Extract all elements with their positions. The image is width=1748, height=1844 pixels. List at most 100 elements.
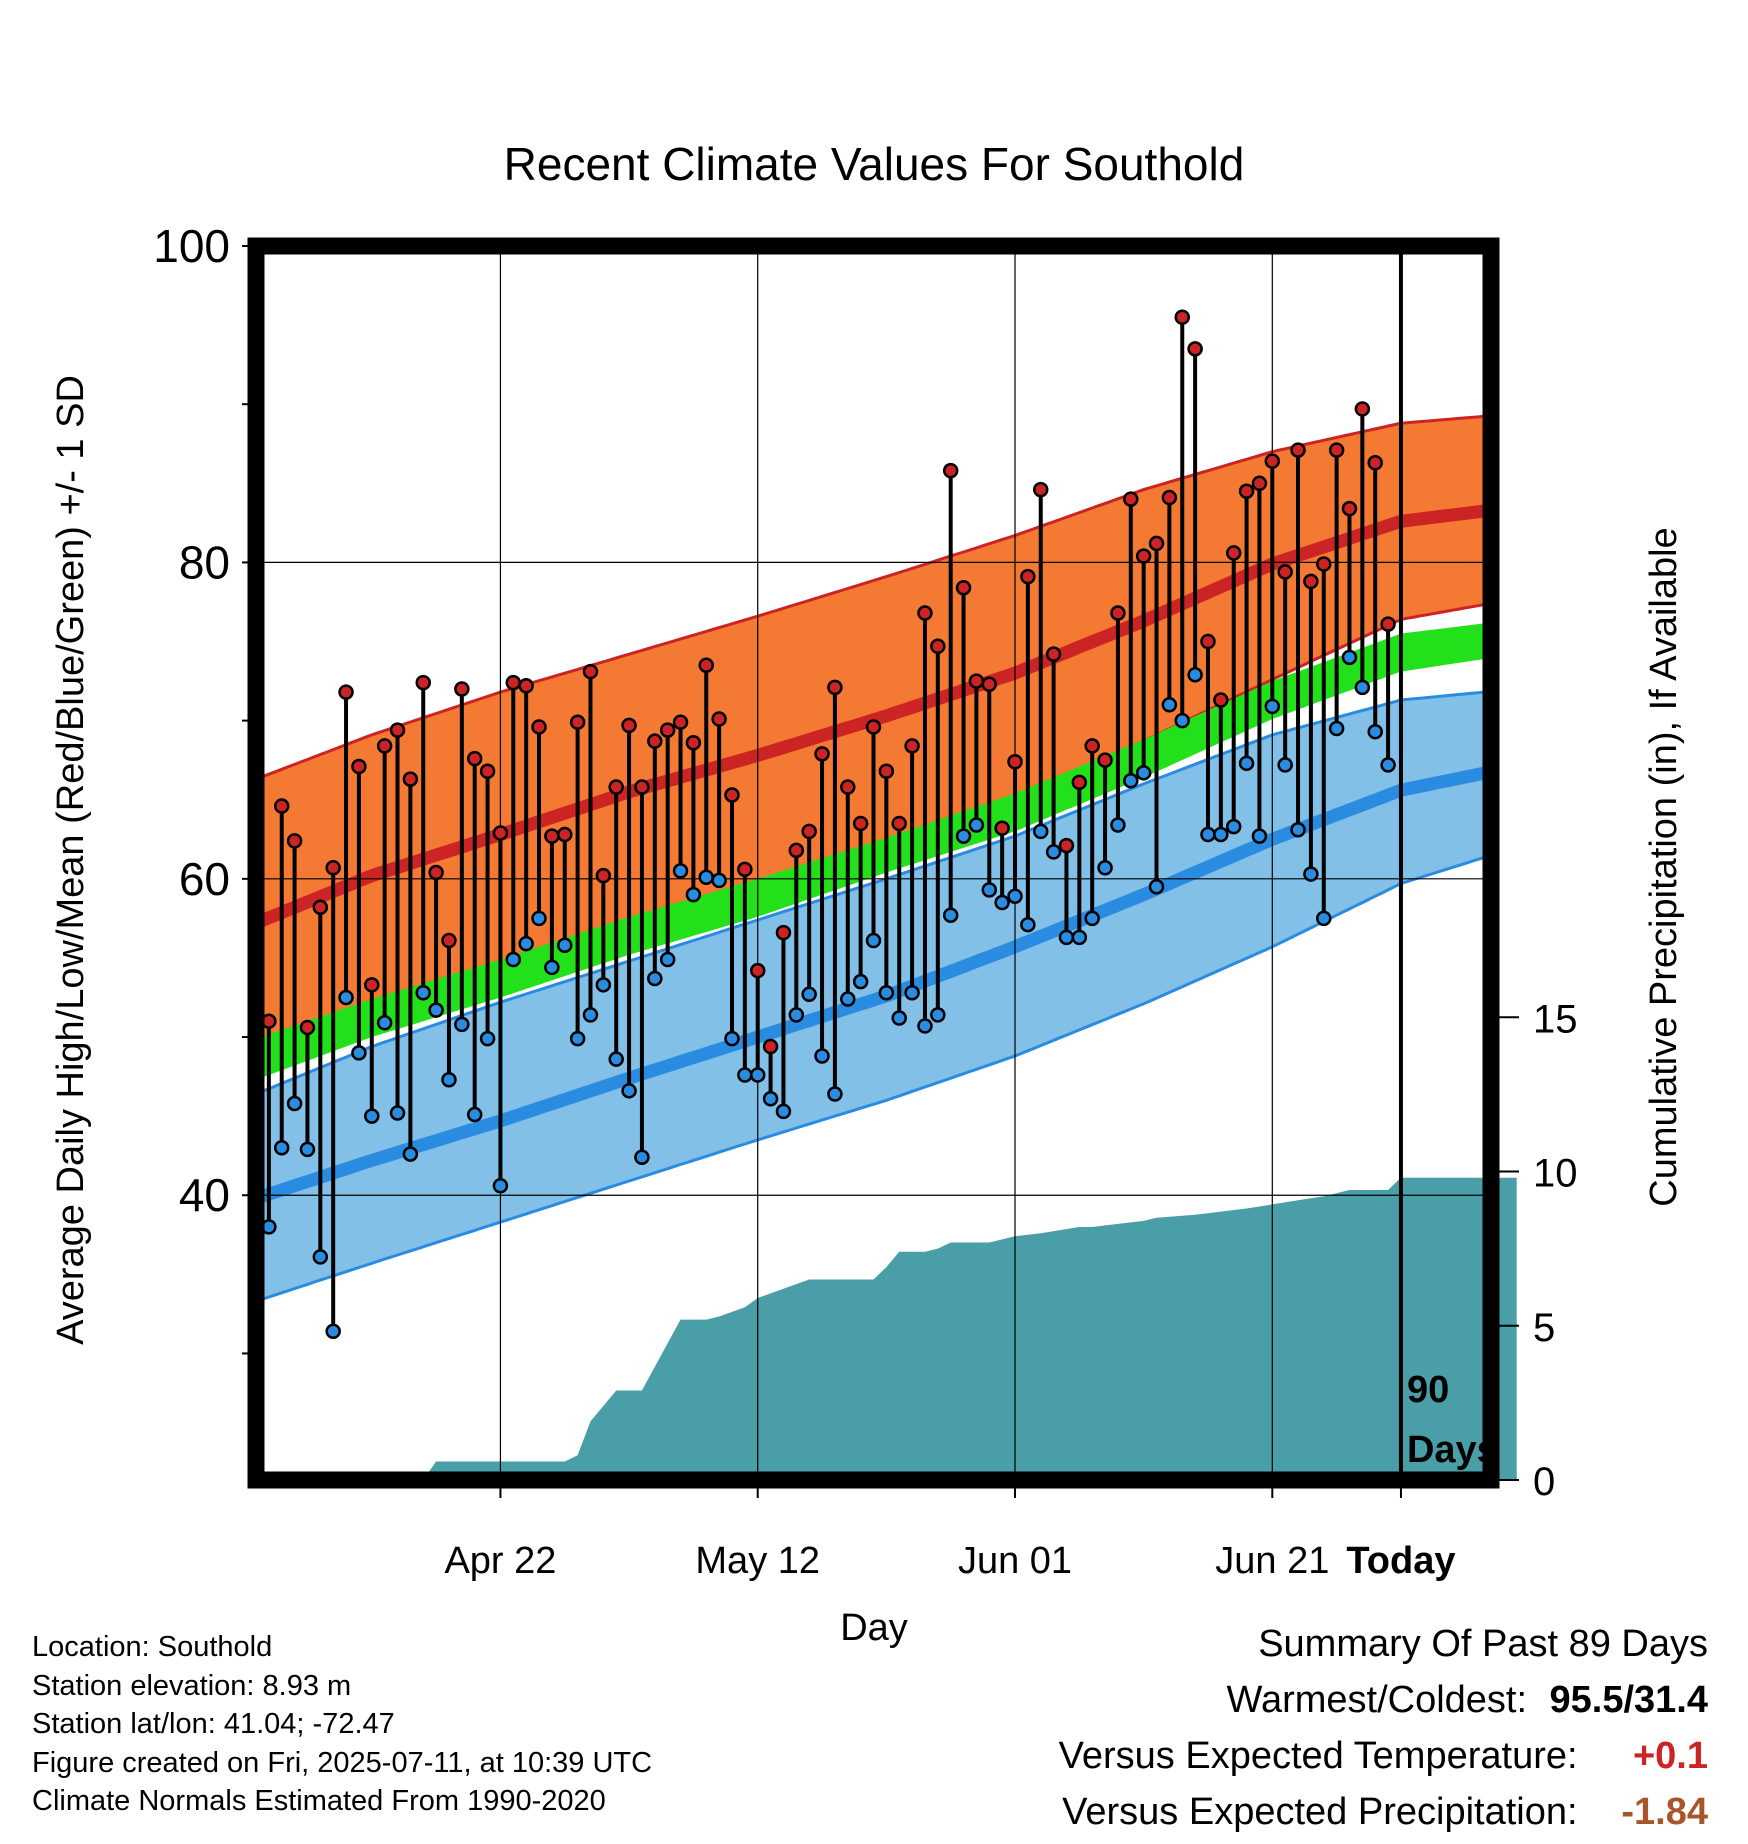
high-point — [788, 842, 805, 859]
plot-frame — [247, 237, 1500, 1489]
low-point — [273, 1140, 290, 1156]
low-point — [865, 932, 882, 949]
low-point — [557, 937, 573, 954]
high-point — [312, 899, 329, 916]
daily-stems — [254, 317, 1391, 1332]
low-point — [1354, 679, 1371, 696]
created-line: Figure created on Fri, 2025-07-11, at 10… — [32, 1746, 653, 1779]
low-point — [376, 1015, 393, 1031]
low-point — [389, 1105, 406, 1121]
high-point — [1071, 774, 1088, 791]
low-point — [608, 1051, 624, 1067]
high-point — [1251, 475, 1268, 492]
x-tick-label: Apr 22 — [444, 1540, 556, 1582]
low-point — [672, 863, 689, 879]
high-point — [286, 833, 303, 849]
high-point — [698, 657, 715, 673]
low-point — [814, 1048, 830, 1064]
low-point — [1071, 929, 1088, 946]
low-point — [1148, 878, 1165, 895]
low-point — [1264, 698, 1281, 715]
high-point — [1058, 837, 1075, 854]
high-point — [1032, 481, 1049, 498]
high-point — [1380, 616, 1396, 632]
low-point — [1020, 916, 1036, 933]
low-point — [981, 882, 998, 898]
low-point — [1328, 720, 1345, 737]
high-point — [569, 714, 586, 730]
low-point — [788, 1007, 805, 1023]
high-point — [531, 719, 547, 735]
high-point — [402, 771, 419, 787]
low-point — [1045, 844, 1062, 860]
y2-axis-label: Cumulative Precipitation (in), If Availa… — [1643, 527, 1685, 1206]
high-point — [389, 722, 406, 738]
y2-tick-label: 10 — [1533, 1152, 1578, 1196]
low-point — [724, 1030, 740, 1047]
high-point — [878, 763, 895, 779]
high-point — [299, 1019, 316, 1036]
high-point — [1341, 500, 1358, 517]
y-tick-label: 80 — [179, 536, 230, 588]
high-point — [621, 717, 637, 734]
high-point — [1135, 548, 1152, 564]
high-point — [955, 579, 972, 596]
precipitation-area — [256, 1177, 1517, 1480]
high-point — [942, 462, 959, 479]
y2-tick-label: 5 — [1533, 1306, 1555, 1350]
low-point — [827, 1086, 843, 1102]
low-point — [749, 1067, 766, 1083]
low-point — [402, 1146, 419, 1162]
low-point — [1367, 723, 1383, 740]
low-point — [1161, 697, 1178, 713]
low-point — [647, 970, 663, 987]
low-point — [942, 907, 959, 923]
precip-anomaly-label: Versus Expected Precipitation: — [1062, 1791, 1578, 1833]
low-point — [299, 1141, 316, 1158]
high-point — [1161, 489, 1178, 506]
low-point — [1290, 822, 1306, 838]
summary-panel: Summary Of Past 89 Days Warmest/Coldest:… — [1059, 1620, 1708, 1844]
y2-tick-label: 15 — [1533, 997, 1578, 1041]
high-point — [672, 714, 689, 730]
low-point — [1380, 757, 1396, 773]
low-point — [1225, 818, 1242, 835]
high-point — [852, 815, 869, 832]
high-point — [1277, 564, 1293, 580]
x-tick-label: Today — [1346, 1540, 1455, 1582]
high-point — [595, 867, 612, 884]
high-point — [518, 678, 534, 694]
high-point — [415, 674, 431, 691]
low-point — [1187, 666, 1203, 683]
low-point — [338, 989, 354, 1006]
low-point — [1341, 649, 1358, 666]
low-point — [968, 817, 985, 833]
low-point — [1303, 866, 1319, 882]
high-point — [647, 733, 663, 749]
daily-points — [248, 309, 1396, 1340]
low-point — [454, 1016, 470, 1033]
low-point — [698, 869, 715, 885]
low-point — [595, 977, 612, 993]
low-point — [518, 935, 534, 952]
low-point — [364, 1108, 380, 1124]
high-point — [904, 738, 920, 754]
low-point — [1135, 765, 1152, 781]
high-point — [505, 674, 522, 691]
high-point — [338, 684, 354, 700]
high-point — [1290, 442, 1306, 458]
low-point — [1251, 828, 1268, 844]
normals-line: Climate Normals Estimated From 1990-2020 — [32, 1785, 606, 1817]
low-point — [685, 886, 702, 903]
low-point — [994, 894, 1010, 911]
high-point — [1213, 692, 1229, 708]
low-point — [544, 959, 560, 976]
high-point — [1174, 309, 1190, 325]
high-point — [1264, 453, 1281, 469]
low-point — [569, 1030, 586, 1047]
temp-anomaly-value: +0.1 — [1632, 1735, 1708, 1777]
low-point — [1032, 823, 1049, 840]
high-point — [930, 638, 946, 655]
y-axis-ticks: 100 80 60 40 — [153, 220, 256, 1355]
